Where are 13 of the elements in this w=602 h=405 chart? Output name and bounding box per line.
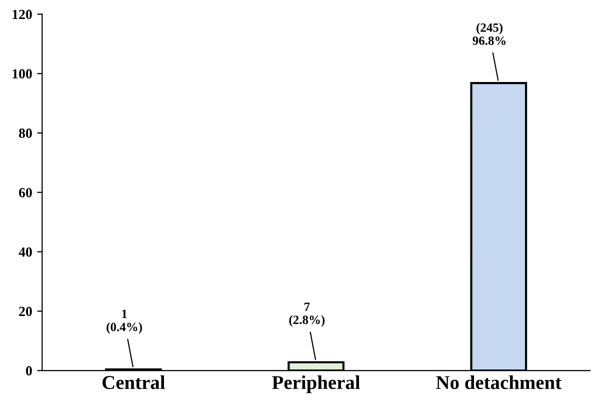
x-tick-label: Central [102,375,165,390]
data-label: 1 (0.4%) [106,310,142,334]
y-tick-label: 20 [19,306,32,316]
y-tick-label: 80 [18,128,32,138]
x-tick-label: No detachment [436,375,562,390]
y-tick-label: 40 [18,247,32,257]
x-tick-label: Peripheral [272,375,360,394]
y-tick-label: 120 [12,10,32,20]
y-tick-label: 60 [19,188,32,198]
data-label: 7 (2.8%) [289,302,325,327]
data-label: (245) 96.8% [472,23,506,45]
y-tick-label: 0 [26,366,32,376]
y-tick-label: 100 [12,69,32,79]
